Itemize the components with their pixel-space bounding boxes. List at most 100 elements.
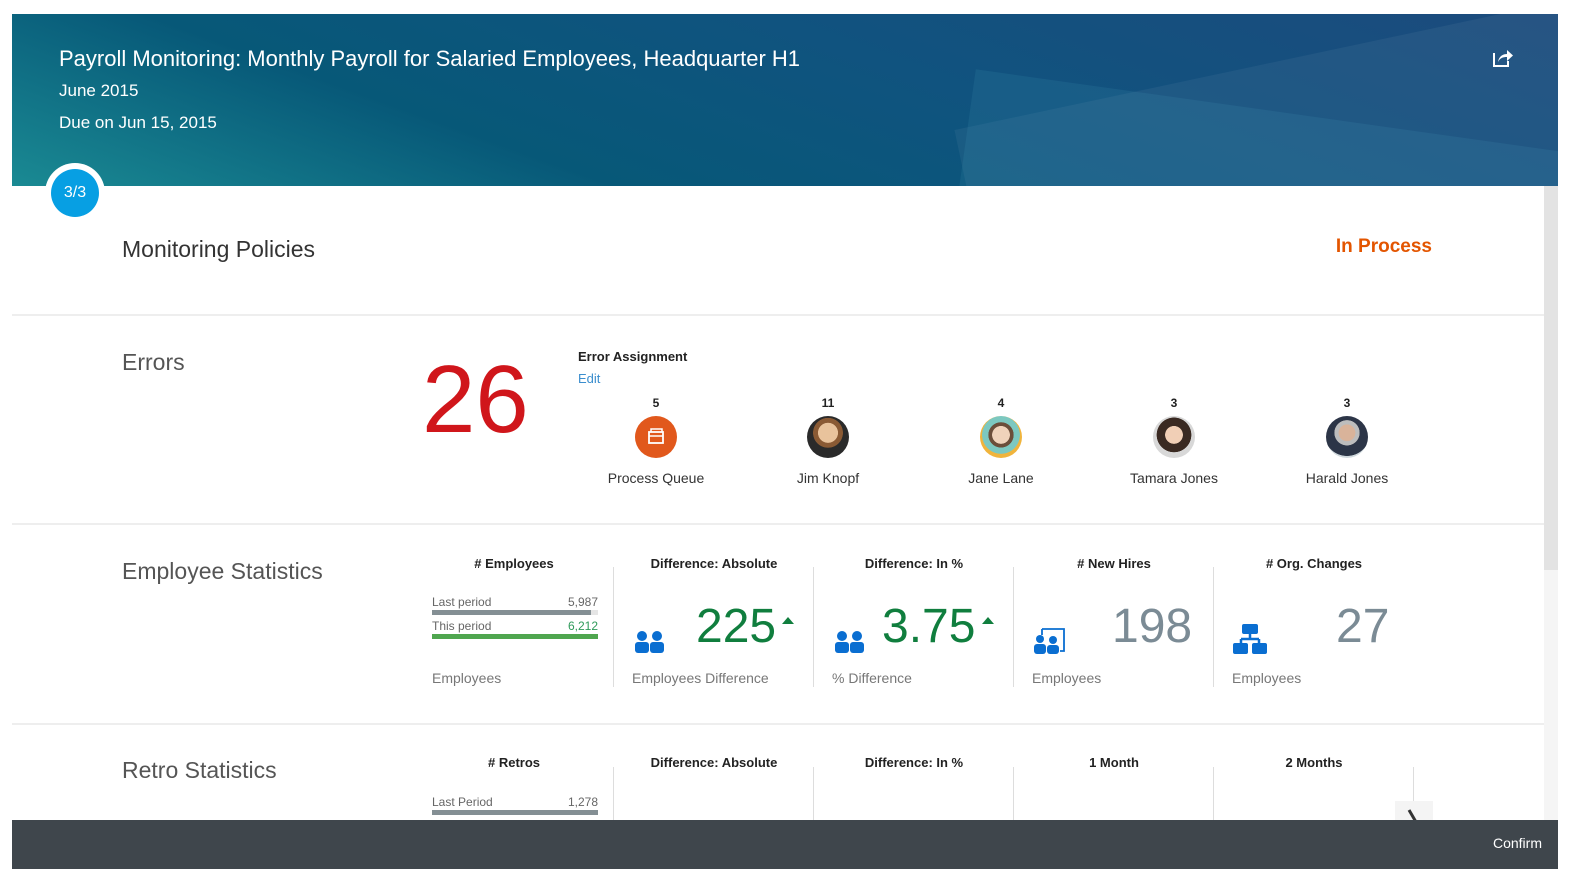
assignee-count: 4 <box>997 396 1005 410</box>
tile-header: # Employees <box>474 556 554 571</box>
comparison-bars: Last Period 1,278 <box>432 795 598 819</box>
assignee-process-queue[interactable]: 5 Process Queue <box>586 396 726 486</box>
tile-value: 3.75 <box>882 600 976 653</box>
share-icon[interactable] <box>1492 48 1514 68</box>
tile-retro-difference-absolute[interactable]: Difference: Absolute <box>614 725 814 820</box>
bar-label: This period <box>432 619 492 633</box>
org-chart-icon <box>1232 621 1268 657</box>
assignee-tamara-jones[interactable]: 3 Tamara Jones <box>1104 396 1244 486</box>
tile-separator <box>813 767 814 820</box>
assignee-name: Process Queue <box>607 470 705 486</box>
last-period-bar <box>432 610 592 615</box>
period-label: June 2015 <box>59 81 139 100</box>
folder-icon <box>635 416 677 458</box>
errors-section: Errors 26 Error Assignment Edit 5 Proces… <box>12 316 1544 525</box>
tile-footer: Employees <box>1232 670 1302 686</box>
tile-difference-percent[interactable]: Difference: In % 3.75 % Difference <box>814 525 1014 725</box>
error-count: 26 <box>422 346 529 453</box>
comparison-bars: Last period 5,987 This period 6,212 <box>432 595 598 643</box>
tile-separator <box>813 567 814 687</box>
step-indicator: 3/3 <box>45 163 105 223</box>
tile-separator <box>1213 567 1214 687</box>
scroll-content: Monitoring Policies In Process Errors 26… <box>12 186 1544 820</box>
assignee-name: Jane Lane <box>968 470 1034 486</box>
new-hire-icon <box>1032 621 1068 657</box>
assignee-count: 11 <box>821 396 835 410</box>
retro-statistics-section: Retro Statistics # Retros Last Period 1,… <box>12 725 1544 820</box>
assignee-jim-knopf[interactable]: 11 Jim Knopf <box>758 396 898 486</box>
tile-retros[interactable]: # Retros Last Period 1,278 <box>414 725 614 820</box>
bar-label: Last Period <box>432 795 493 809</box>
tile-footer: Employees <box>1032 670 1102 686</box>
tile-header: 1 Month <box>1089 755 1139 770</box>
tile-footer: % Difference <box>832 670 912 686</box>
tile-retro-2-months[interactable]: 2 Months <box>1214 725 1414 820</box>
trend-up-icon <box>982 617 994 624</box>
last-period-bar <box>432 810 598 815</box>
scrollbar-thumb[interactable] <box>1544 186 1558 570</box>
tile-separator <box>1213 767 1214 820</box>
group-icon <box>632 621 668 657</box>
this-period-bar <box>432 634 598 639</box>
avatar <box>980 416 1022 458</box>
section-title: Retro Statistics <box>122 757 277 783</box>
tile-header: 2 Months <box>1285 755 1343 770</box>
monitoring-policies-section: Monitoring Policies In Process <box>12 186 1544 316</box>
assignee-count: 3 <box>1343 396 1351 410</box>
assignee-jane-lane[interactable]: 4 Jane Lane <box>931 396 1071 486</box>
trend-up-icon <box>782 617 794 624</box>
bar-value: 1,278 <box>567 795 598 809</box>
tile-header: Difference: In % <box>864 556 964 571</box>
assignee-count: 5 <box>652 396 660 410</box>
assignee-count: 3 <box>1170 396 1178 410</box>
tile-value: 198 <box>1112 600 1193 653</box>
object-header: Payroll Monitoring: Monthly Payroll for … <box>12 14 1558 186</box>
assignee-name: Tamara Jones <box>1130 470 1218 486</box>
page-title: Payroll Monitoring: Monthly Payroll for … <box>59 46 801 71</box>
due-date: Due on Jun 15, 2015 <box>59 113 217 132</box>
error-assignment-title: Error Assignment <box>578 349 688 364</box>
tile-value: 225 <box>696 600 777 653</box>
tile-separator <box>613 767 614 820</box>
bar-value: 5,987 <box>567 595 598 609</box>
tile-header: # Retros <box>487 755 541 770</box>
tile-org-changes[interactable]: # Org. Changes 27 Employees <box>1214 525 1414 725</box>
tile-separator <box>1413 767 1414 820</box>
bar-label: Last period <box>432 595 492 609</box>
edit-link[interactable]: Edit <box>578 371 601 386</box>
tile-header: # Org. Changes <box>1265 556 1363 571</box>
vertical-scrollbar[interactable] <box>1544 186 1558 820</box>
tile-value: 27 <box>1336 600 1390 653</box>
tile-retro-difference-percent[interactable]: Difference: In % <box>814 725 1014 820</box>
section-title: Errors <box>122 349 185 375</box>
task-detail-page: Payroll Monitoring: Monthly Payroll for … <box>12 14 1558 869</box>
bar-value: 6,212 <box>567 619 598 633</box>
tile-footer: Employees Difference <box>632 670 769 686</box>
tile-header: Difference: Absolute <box>650 556 778 571</box>
tile-footer: Employees <box>432 670 502 686</box>
status-badge: In Process <box>1335 236 1432 257</box>
step-count: 3/3 <box>51 169 99 217</box>
avatar <box>1153 416 1195 458</box>
group-icon <box>832 621 868 657</box>
assignee-name: Harald Jones <box>1305 470 1389 486</box>
tile-difference-absolute[interactable]: Difference: Absolute 225 Employees Diffe… <box>614 525 814 725</box>
tile-separator <box>613 567 614 687</box>
confirm-button[interactable]: Confirm <box>1492 835 1542 851</box>
tile-retro-1-month[interactable]: 1 Month <box>1014 725 1214 820</box>
avatar <box>1326 416 1368 458</box>
employee-statistics-section: Employee Statistics # Employees Last per… <box>12 525 1544 725</box>
section-title: Monitoring Policies <box>122 236 316 262</box>
tile-separator <box>1013 767 1014 820</box>
tile-new-hires[interactable]: # New Hires 198 Employees <box>1014 525 1214 725</box>
tile-header: Difference: Absolute <box>650 755 778 770</box>
avatar <box>807 416 849 458</box>
tile-header: # New Hires <box>1077 556 1151 571</box>
tile-employees[interactable]: # Employees Last period 5,987 This perio… <box>414 525 614 725</box>
footer-toolbar: Confirm <box>12 820 1558 869</box>
tile-separator <box>1013 567 1014 687</box>
tile-header: Difference: In % <box>864 755 964 770</box>
section-title: Employee Statistics <box>122 558 323 584</box>
assignee-name: Jim Knopf <box>796 470 860 486</box>
assignee-harald-jones[interactable]: 3 Harald Jones <box>1277 396 1417 486</box>
